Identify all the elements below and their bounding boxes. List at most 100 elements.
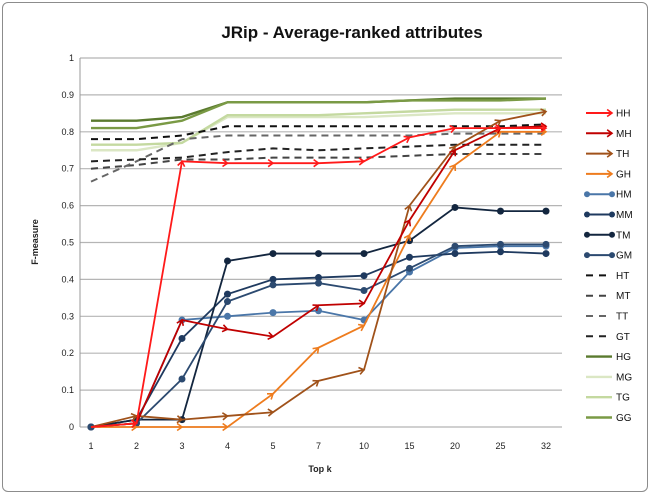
data-point-arrow <box>266 392 275 400</box>
series-tt <box>90 132 546 183</box>
data-point <box>224 290 231 298</box>
legend-label: TT <box>616 312 628 323</box>
data-point-arrow <box>130 412 138 422</box>
legend-item-gt: GT <box>586 332 630 343</box>
series-gm <box>87 240 550 431</box>
series-line <box>90 206 546 428</box>
data-point <box>360 250 368 258</box>
arrow-icon <box>606 129 614 138</box>
x-tick-label: 3 <box>179 441 184 451</box>
data-point <box>406 264 413 272</box>
y-tick-label: 0.5 <box>61 238 74 248</box>
data-point-arrow <box>176 415 184 424</box>
data-point-arrow <box>495 123 502 133</box>
data-point <box>360 286 368 294</box>
data-point-arrow <box>267 331 275 341</box>
x-tick-label: 15 <box>404 441 414 451</box>
data-point <box>497 248 504 256</box>
x-tick-label: 20 <box>450 441 460 451</box>
dot-icon <box>609 231 615 238</box>
legend-label: MG <box>616 372 632 383</box>
data-point <box>269 309 277 317</box>
chart-title: JRip - Average-ranked attributes <box>221 23 482 42</box>
series-gh <box>91 127 548 432</box>
y-tick-label: 1 <box>69 53 74 63</box>
data-point-arrow <box>540 108 548 117</box>
series-line <box>90 243 546 428</box>
legend-item-mm: MM <box>584 210 633 221</box>
y-tick-label: 0.2 <box>61 348 74 358</box>
series-line <box>90 132 546 183</box>
data-point <box>269 281 277 289</box>
legend-label: HT <box>616 271 629 282</box>
series-ht <box>91 123 547 141</box>
legend-label: HG <box>616 352 631 363</box>
data-point <box>178 375 186 383</box>
y-axis-label: F-measure <box>30 219 40 265</box>
y-tick-label: 0.7 <box>61 164 74 174</box>
y-tick-label: 0.1 <box>61 385 74 395</box>
data-point-arrow <box>221 324 229 333</box>
x-tick-label: 7 <box>316 441 321 451</box>
legend-label: MM <box>616 210 633 221</box>
series-gg <box>91 97 547 130</box>
legend-item-ht: HT <box>586 271 629 282</box>
data-point <box>497 207 504 215</box>
data-point <box>542 207 550 215</box>
legend-label: GM <box>616 251 632 262</box>
legend-label: TG <box>616 393 630 404</box>
series-gt <box>90 143 546 163</box>
y-tick-label: 0.9 <box>61 90 74 100</box>
arrow-icon <box>606 149 614 158</box>
legend-item-tm: TM <box>584 230 630 241</box>
data-point-arrow <box>358 366 366 375</box>
data-point <box>315 250 322 258</box>
data-point-arrow <box>449 124 457 134</box>
data-point-arrow <box>449 163 457 172</box>
legend-label: GH <box>616 169 631 180</box>
legend-label: TM <box>616 230 630 241</box>
x-tick-label: 4 <box>225 441 230 451</box>
x-axis-label: Top k <box>308 464 332 474</box>
dot-icon <box>584 211 590 218</box>
data-point <box>269 250 277 258</box>
data-point-arrow <box>313 158 320 168</box>
arrow-icon <box>606 169 614 179</box>
x-tick-label: 25 <box>495 441 505 451</box>
legend-item-tg: TG <box>586 393 630 404</box>
legend-item-hh: HH <box>586 109 630 120</box>
x-tick-label: 1 <box>88 441 93 451</box>
data-point-arrow <box>176 422 184 432</box>
data-point-arrow <box>404 204 413 212</box>
legend-label: MH <box>616 129 632 140</box>
legend-item-tt: TT <box>586 312 628 323</box>
series-line <box>90 152 546 170</box>
legend-label: GG <box>616 413 632 424</box>
data-point-arrow <box>221 412 229 421</box>
series-line <box>90 245 546 428</box>
series-line <box>91 112 546 152</box>
chart-frame <box>2 2 648 492</box>
data-point <box>406 253 413 261</box>
series-th <box>90 108 548 428</box>
legend-item-gh: GH <box>586 169 631 180</box>
x-tick-label: 10 <box>359 441 369 451</box>
data-point-arrow <box>176 318 185 327</box>
data-point <box>542 250 550 258</box>
dot-icon <box>584 191 590 198</box>
legend-label: TH <box>616 149 629 160</box>
data-point <box>542 240 550 248</box>
data-point <box>315 274 322 282</box>
x-tick-label: 32 <box>541 441 551 451</box>
x-tick-label: 5 <box>270 441 275 451</box>
series-tg <box>91 108 546 146</box>
data-point <box>178 334 186 342</box>
data-point <box>451 203 459 211</box>
data-point-arrow <box>312 346 320 354</box>
arrow-icon <box>606 108 614 118</box>
dot-icon <box>584 252 590 259</box>
series-mg <box>91 112 546 152</box>
data-point-arrow <box>267 158 275 168</box>
data-point-arrow <box>403 135 411 144</box>
data-point <box>224 298 231 306</box>
